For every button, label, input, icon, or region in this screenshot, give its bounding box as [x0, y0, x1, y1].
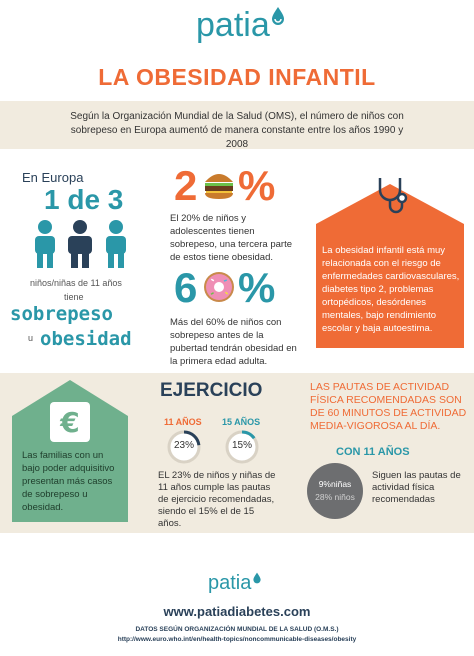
intro-band — [0, 101, 474, 149]
europe-obesidad: obesidad — [40, 328, 132, 350]
footer-source-line2[interactable]: http://www.euro.who.int/en/health-topics… — [117, 636, 357, 643]
exercise-15-value: 15% — [231, 440, 252, 451]
europe-u: u — [28, 333, 34, 343]
recommend-pie-bottom: 28% niños — [315, 492, 355, 502]
risk-house-shape — [316, 184, 464, 348]
donut-icon — [204, 272, 234, 302]
exercise-text: EL 23% de niños y niñas de 11 años cumpl… — [158, 470, 276, 529]
euro-icon: € — [50, 402, 90, 442]
children-icon — [35, 220, 126, 268]
footer-logo-drop-icon — [253, 572, 261, 584]
exercise-11-ring — [167, 430, 201, 464]
families-house-shape — [12, 380, 128, 522]
exercise-title: EJERCICIO — [160, 380, 263, 401]
exercise-11-value: 23% — [173, 440, 194, 451]
stethoscope-icon — [378, 178, 408, 214]
footer-logo-text: patia — [208, 572, 252, 594]
families-text: Las familias con un bajo poder adquisiti… — [22, 450, 115, 513]
header-logo: patia — [196, 4, 286, 48]
exercise-15-label: 15 AÑOS — [222, 417, 261, 427]
europe-caption: niños/niñas de 11 años — [30, 278, 122, 288]
recommend-text: LAS PAUTAS DE ACTIVIDAD FÍSICA RECOMENDA… — [310, 381, 467, 432]
stat20-text: El 20% de niños y adolescentes tienen so… — [170, 213, 292, 263]
risk-text: La obesidad infantil está muy relacionad… — [322, 245, 460, 334]
svg-text:€: € — [59, 406, 79, 439]
europe-label: En Europa — [22, 170, 84, 185]
stat20-digit: 2 — [174, 162, 198, 209]
recommend-side-text: Siguen las pautas de actividad física re… — [372, 470, 461, 505]
stat60-text: Más del 60% de niños con sobrepeso antes… — [170, 317, 297, 367]
europe-ratio: 1 de 3 — [44, 184, 124, 215]
recommend-sub-label: CON 11 AÑOS — [336, 446, 410, 458]
footer-url[interactable]: www.patiadiabetes.com — [163, 604, 311, 619]
footer-source-line1: DATOS SEGÚN ORGANIZACIÓN MUNDIAL DE LA S… — [135, 626, 339, 633]
page-title: LA OBESIDAD INFANTIL — [98, 64, 376, 90]
recommend-pie-top: 9%niñas — [318, 479, 352, 489]
logo-drop-icon — [272, 7, 284, 25]
intro-text: Según la Organización Mundial de la Salu… — [70, 111, 404, 150]
stat60-percent: % — [238, 264, 276, 311]
stat20-percent: % — [238, 162, 276, 209]
exercise-11-label: 11 AÑOS — [164, 417, 202, 427]
stat60-digit: 6 — [174, 264, 198, 311]
recommend-circle — [307, 463, 363, 519]
burger-icon — [205, 174, 233, 199]
europe-sobrepeso: sobrepeso — [10, 303, 113, 325]
footer-logo: patia — [208, 572, 268, 598]
logo-text: patia — [196, 6, 270, 44]
exercise-15-ring — [225, 430, 259, 464]
europe-tiene: tiene — [64, 292, 84, 302]
